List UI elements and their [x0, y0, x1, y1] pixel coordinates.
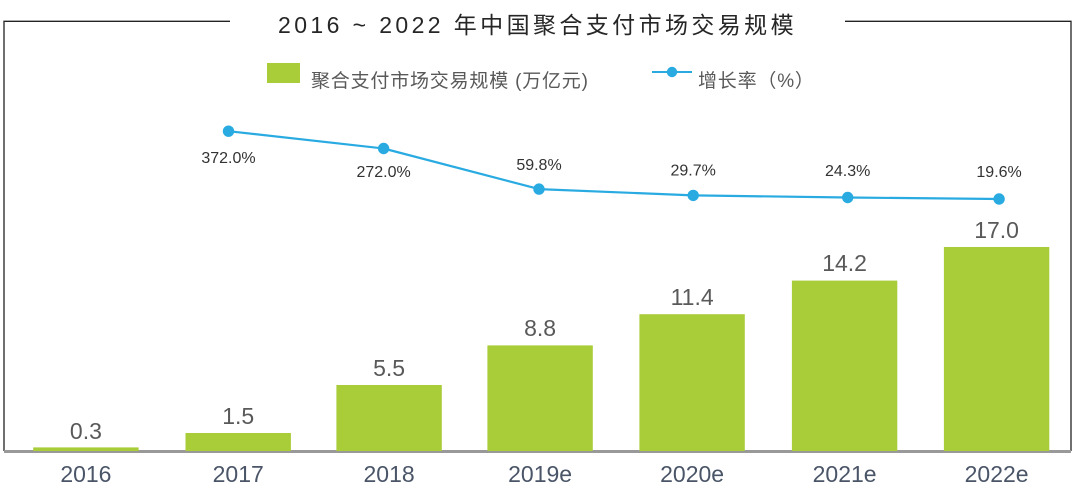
svg-text:2017: 2017 — [213, 461, 264, 487]
svg-text:14.2: 14.2 — [822, 250, 867, 276]
svg-text:2016: 2016 — [60, 461, 111, 487]
svg-text:2022e: 2022e — [965, 461, 1029, 487]
svg-text:5.5: 5.5 — [373, 355, 405, 381]
svg-text:372.0%: 372.0% — [201, 150, 255, 167]
svg-text:0.3: 0.3 — [70, 418, 102, 444]
svg-text:17.0: 17.0 — [974, 217, 1019, 243]
svg-text:2020e: 2020e — [660, 461, 724, 487]
svg-text:2018: 2018 — [364, 461, 415, 487]
svg-text:59.8%: 59.8% — [516, 157, 561, 174]
svg-text:8.8: 8.8 — [524, 315, 556, 341]
svg-text:19.6%: 19.6% — [976, 164, 1021, 181]
svg-text:11.4: 11.4 — [671, 284, 714, 310]
svg-text:29.7%: 29.7% — [671, 163, 716, 180]
svg-text:24.3%: 24.3% — [825, 163, 870, 180]
svg-text:272.0%: 272.0% — [356, 164, 410, 181]
svg-text:1.5: 1.5 — [222, 403, 254, 429]
svg-text:2021e: 2021e — [813, 461, 877, 487]
svg-text:2019e: 2019e — [508, 461, 572, 487]
